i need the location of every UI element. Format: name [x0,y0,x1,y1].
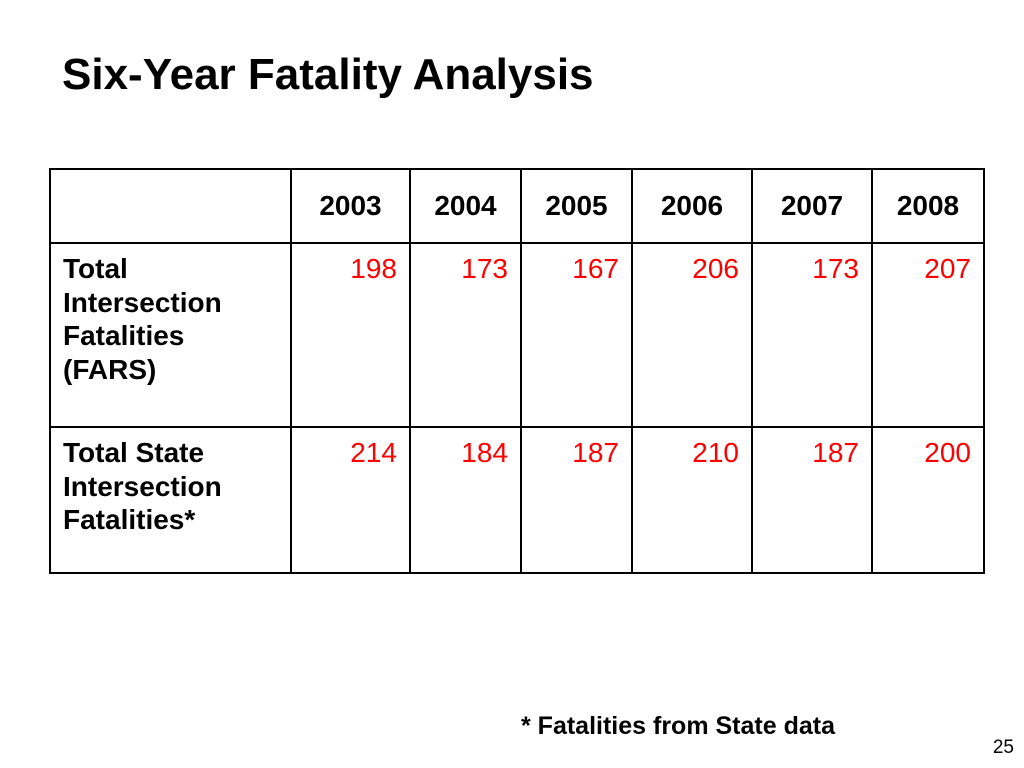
header-corner-cell [49,168,292,244]
value-cell-state-2003: 214 [290,426,411,574]
table-header-row: 2003 2004 2005 2006 2007 2008 [49,168,985,244]
value-cell-fars-2007: 173 [751,242,873,428]
value-cell-state-2008: 200 [871,426,985,574]
year-header-2003: 2003 [290,168,411,244]
year-header-2007: 2007 [751,168,873,244]
row-label-line: Fatalities [63,320,185,352]
value-cell-state-2004: 184 [409,426,522,574]
value-cell-fars-2005: 167 [520,242,633,428]
table-row-state: Total State Intersection Fatalities* 214… [49,426,985,574]
year-header-2004: 2004 [409,168,522,244]
value-cell-fars-2006: 206 [631,242,753,428]
value-cell-state-2005: 187 [520,426,633,574]
value-cell-fars-2003: 198 [290,242,411,428]
footnote: * Fatalities from State data [521,712,835,740]
row-label-line: Total [63,253,128,284]
row-label-line: (FARS) [63,353,157,385]
slide-title: Six-Year Fatality Analysis [62,50,594,99]
value-cell-fars-2004: 173 [409,242,522,428]
table-row-fars: Total Intersection Fatalities (FARS) 198… [49,242,985,428]
value-cell-state-2007: 187 [751,426,873,574]
value-cell-state-2006: 210 [631,426,753,574]
value-cell-fars-2008: 207 [871,242,985,428]
row-label-state: Total State Intersection Fatalities* [49,426,292,574]
row-label-fars: Total Intersection Fatalities (FARS) [49,242,292,428]
row-label-line: Fatalities* [63,504,196,536]
year-header-2006: 2006 [631,168,753,244]
row-label-line: Intersection [63,470,222,502]
fatality-table: 2003 2004 2005 2006 2007 2008 Total Inte… [49,168,985,574]
year-header-2008: 2008 [871,168,985,244]
row-label-line: Intersection [63,286,222,318]
page-number: 25 [992,737,1014,758]
year-header-2005: 2005 [520,168,633,244]
row-label-line: Total State [63,437,205,468]
